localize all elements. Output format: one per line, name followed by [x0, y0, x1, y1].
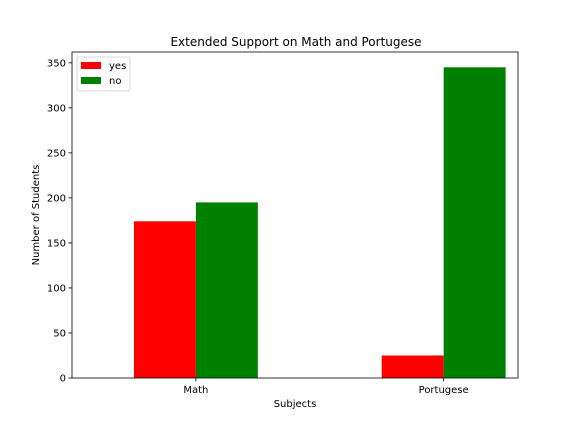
y-tick-label: 200 — [47, 193, 66, 204]
bar-no-portugese — [443, 67, 506, 379]
bar-yes-portugese — [381, 355, 444, 378]
legend-swatch-yes — [81, 62, 101, 69]
bar-no-math — [195, 202, 258, 378]
legend: yes no — [76, 56, 131, 92]
y-tick-label: 300 — [47, 103, 66, 114]
y-tick-label: 0 — [60, 374, 66, 385]
y-tick-label: 150 — [47, 238, 66, 249]
y-tick-label: 250 — [47, 148, 66, 159]
x-tick-label: Portugese — [419, 385, 469, 396]
x-axis-label: Subjects — [274, 399, 317, 410]
x-tick-label: Math — [183, 385, 208, 396]
plot-area: Math Portugese 0 50 100 150 200 250 300 350 — [47, 58, 506, 396]
chart-title: Extended Support on Math and Portugese — [170, 35, 421, 49]
y-tick-label: 100 — [47, 283, 66, 294]
y-axis-label: Number of Students — [31, 165, 42, 266]
y-tick-label: 350 — [47, 58, 66, 69]
bar-yes-math — [133, 221, 196, 378]
legend-swatch-no — [81, 77, 101, 84]
y-tick-label: 50 — [53, 328, 66, 339]
legend-label-yes: yes — [109, 61, 126, 72]
legend-label-no: no — [109, 76, 121, 87]
plot-frame — [71, 51, 519, 379]
